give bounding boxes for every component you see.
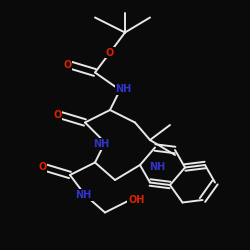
Text: O: O	[64, 60, 72, 70]
Text: NH: NH	[116, 84, 132, 94]
Text: OH: OH	[128, 195, 144, 205]
Text: O: O	[53, 110, 62, 120]
Text: NH: NH	[150, 162, 166, 172]
Text: O: O	[106, 48, 114, 58]
Text: O: O	[38, 162, 46, 172]
Text: NH: NH	[93, 139, 109, 149]
Text: NH: NH	[76, 190, 92, 200]
